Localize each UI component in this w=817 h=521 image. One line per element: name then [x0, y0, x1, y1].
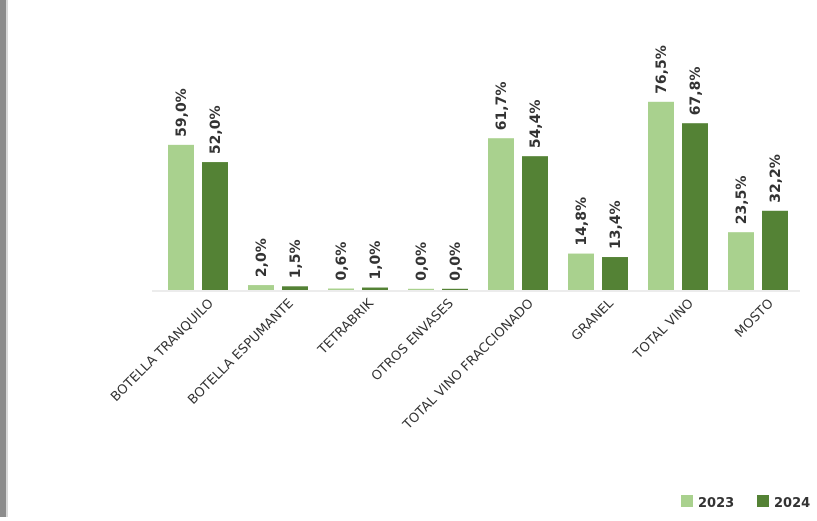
bar-total-vino-2023 — [648, 101, 674, 290]
bar-total-vino-fraccionado-2024 — [522, 156, 548, 290]
legend-swatch-2024 — [757, 495, 769, 507]
category-label-granel: GRANEL — [569, 296, 617, 344]
data-label-granel-2023: 14,8% — [574, 197, 590, 246]
data-label-botella-espumante-2024: 1,5% — [288, 239, 304, 278]
data-label-total-vino-2023: 76,5% — [654, 45, 670, 94]
data-label-total-vino-fraccionado-2024: 54,4% — [528, 100, 544, 149]
category-label-tetrabrik: TETRABRIK — [315, 296, 377, 358]
data-label-botella-espumante-2023: 2,0% — [254, 238, 270, 277]
data-label-otros-envases-2023: 0,0% — [414, 242, 430, 281]
bar-tetrabrik-2023 — [328, 288, 354, 290]
data-label-mosto-2023: 23,5% — [734, 176, 750, 225]
bar-otros-envases-2023 — [408, 288, 434, 290]
frame-left-border-inner — [6, 0, 8, 517]
bar-mosto-2024 — [762, 210, 788, 290]
bar-granel-2024 — [602, 257, 628, 290]
data-label-granel-2024: 13,4% — [608, 200, 624, 249]
data-label-mosto-2024: 32,2% — [768, 154, 784, 203]
bars-group — [168, 101, 788, 290]
data-label-botella-tranquilo-2024: 52,0% — [208, 106, 224, 155]
data-label-botella-tranquilo-2023: 59,0% — [174, 88, 190, 137]
bar-granel-2023 — [568, 253, 594, 290]
bar-mosto-2023 — [728, 232, 754, 290]
category-label-total-vino-fraccionado: TOTAL VINO FRACCIONADO — [400, 296, 537, 433]
legend: 2023 2024 — [681, 495, 810, 511]
category-label-total-vino: TOTAL VINO — [630, 296, 697, 363]
data-label-total-vino-2024: 67,8% — [688, 67, 704, 116]
frame-left-border — [0, 0, 6, 517]
data-label-total-vino-fraccionado-2023: 61,7% — [494, 82, 510, 131]
bar-otros-envases-2024 — [442, 288, 468, 290]
legend-swatch-2023 — [681, 495, 693, 507]
bar-botella-espumante-2024 — [282, 286, 308, 290]
category-label-otros-envases: OTROS ENVASES — [369, 296, 457, 384]
data-label-tetrabrik-2024: 1,0% — [368, 241, 384, 280]
category-label-mosto: MOSTO — [732, 296, 776, 340]
legend-label-2023: 2023 — [698, 496, 734, 511]
bar-total-vino-fraccionado-2023 — [488, 138, 514, 290]
bar-tetrabrik-2024 — [362, 287, 388, 290]
bar-botella-tranquilo-2024 — [202, 162, 228, 290]
legend-label-2024: 2024 — [774, 496, 810, 511]
bar-total-vino-2024 — [682, 123, 708, 290]
bar-botella-tranquilo-2023 — [168, 144, 194, 290]
bar-botella-espumante-2023 — [248, 285, 274, 290]
value-labels-group: 59,0% 52,0% 2,0% 1,5% 0,6% 1,0% 0,0% 0,0% 61,7% 5… — [174, 45, 784, 281]
data-label-otros-envases-2024: 0,0% — [448, 242, 464, 281]
data-label-tetrabrik-2023: 0,6% — [334, 242, 350, 281]
